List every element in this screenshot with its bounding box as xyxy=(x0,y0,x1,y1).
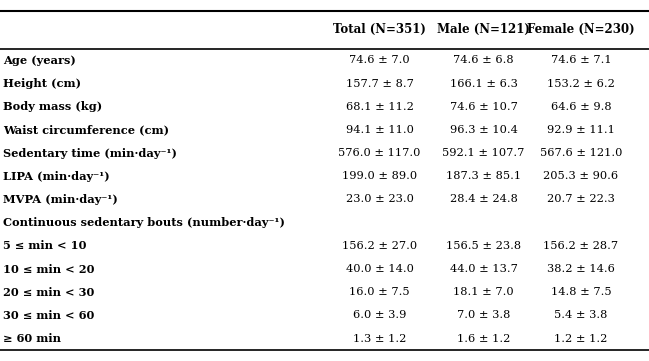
Text: MVPA (min·day⁻¹): MVPA (min·day⁻¹) xyxy=(3,194,118,205)
Text: 74.6 ± 7.1: 74.6 ± 7.1 xyxy=(550,55,611,65)
Text: Age (years): Age (years) xyxy=(3,55,76,66)
Text: 16.0 ± 7.5: 16.0 ± 7.5 xyxy=(349,287,410,297)
Text: 156.2 ± 28.7: 156.2 ± 28.7 xyxy=(543,241,618,251)
Text: Sedentary time (min·day⁻¹): Sedentary time (min·day⁻¹) xyxy=(3,148,177,158)
Text: 1.3 ± 1.2: 1.3 ± 1.2 xyxy=(353,334,406,344)
Text: LIPA (min·day⁻¹): LIPA (min·day⁻¹) xyxy=(3,171,110,182)
Text: Waist circumference (cm): Waist circumference (cm) xyxy=(3,125,169,135)
Text: ≥ 60 min: ≥ 60 min xyxy=(3,333,61,344)
Text: 18.1 ± 7.0: 18.1 ± 7.0 xyxy=(453,287,514,297)
Text: 1.2 ± 1.2: 1.2 ± 1.2 xyxy=(554,334,607,344)
Text: 567.6 ± 121.0: 567.6 ± 121.0 xyxy=(540,148,622,158)
Text: 40.0 ± 14.0: 40.0 ± 14.0 xyxy=(346,264,413,274)
Text: 64.6 ± 9.8: 64.6 ± 9.8 xyxy=(550,102,611,112)
Text: 94.1 ± 11.0: 94.1 ± 11.0 xyxy=(346,125,413,135)
Text: 23.0 ± 23.0: 23.0 ± 23.0 xyxy=(346,195,413,204)
Text: 153.2 ± 6.2: 153.2 ± 6.2 xyxy=(547,78,615,88)
Text: 6.0 ± 3.9: 6.0 ± 3.9 xyxy=(353,310,406,321)
Text: Male (N=121): Male (N=121) xyxy=(437,23,530,36)
Text: Body mass (kg): Body mass (kg) xyxy=(3,101,103,112)
Text: 7.0 ± 3.8: 7.0 ± 3.8 xyxy=(457,310,510,321)
Text: 157.7 ± 8.7: 157.7 ± 8.7 xyxy=(346,78,413,88)
Text: 156.2 ± 27.0: 156.2 ± 27.0 xyxy=(342,241,417,251)
Text: 96.3 ± 10.4: 96.3 ± 10.4 xyxy=(450,125,517,135)
Text: 1.6 ± 1.2: 1.6 ± 1.2 xyxy=(457,334,510,344)
Text: 20 ≤ min < 30: 20 ≤ min < 30 xyxy=(3,287,95,298)
Text: 5 ≤ min < 10: 5 ≤ min < 10 xyxy=(3,240,87,251)
Text: Female (N=230): Female (N=230) xyxy=(527,23,635,36)
Text: 92.9 ± 11.1: 92.9 ± 11.1 xyxy=(547,125,615,135)
Text: 592.1 ± 107.7: 592.1 ± 107.7 xyxy=(443,148,524,158)
Text: 44.0 ± 13.7: 44.0 ± 13.7 xyxy=(450,264,517,274)
Text: 28.4 ± 24.8: 28.4 ± 24.8 xyxy=(450,195,517,204)
Text: Height (cm): Height (cm) xyxy=(3,78,81,89)
Text: 38.2 ± 14.6: 38.2 ± 14.6 xyxy=(547,264,615,274)
Text: Continuous sedentary bouts (number·day⁻¹): Continuous sedentary bouts (number·day⁻¹… xyxy=(3,217,286,228)
Text: 20.7 ± 22.3: 20.7 ± 22.3 xyxy=(547,195,615,204)
Text: 68.1 ± 11.2: 68.1 ± 11.2 xyxy=(346,102,413,112)
Text: 156.5 ± 23.8: 156.5 ± 23.8 xyxy=(446,241,521,251)
Text: 199.0 ± 89.0: 199.0 ± 89.0 xyxy=(342,171,417,181)
Text: 74.6 ± 7.0: 74.6 ± 7.0 xyxy=(349,55,410,65)
Text: Total (N=351): Total (N=351) xyxy=(333,23,426,36)
Text: 187.3 ± 85.1: 187.3 ± 85.1 xyxy=(446,171,521,181)
Text: 14.8 ± 7.5: 14.8 ± 7.5 xyxy=(550,287,611,297)
Text: 576.0 ± 117.0: 576.0 ± 117.0 xyxy=(339,148,421,158)
Text: 10 ≤ min < 20: 10 ≤ min < 20 xyxy=(3,264,95,274)
Text: 205.3 ± 90.6: 205.3 ± 90.6 xyxy=(543,171,618,181)
Text: 30 ≤ min < 60: 30 ≤ min < 60 xyxy=(3,310,95,321)
Text: 166.1 ± 6.3: 166.1 ± 6.3 xyxy=(450,78,517,88)
Text: 74.6 ± 6.8: 74.6 ± 6.8 xyxy=(453,55,514,65)
Text: 74.6 ± 10.7: 74.6 ± 10.7 xyxy=(450,102,517,112)
Text: 5.4 ± 3.8: 5.4 ± 3.8 xyxy=(554,310,607,321)
